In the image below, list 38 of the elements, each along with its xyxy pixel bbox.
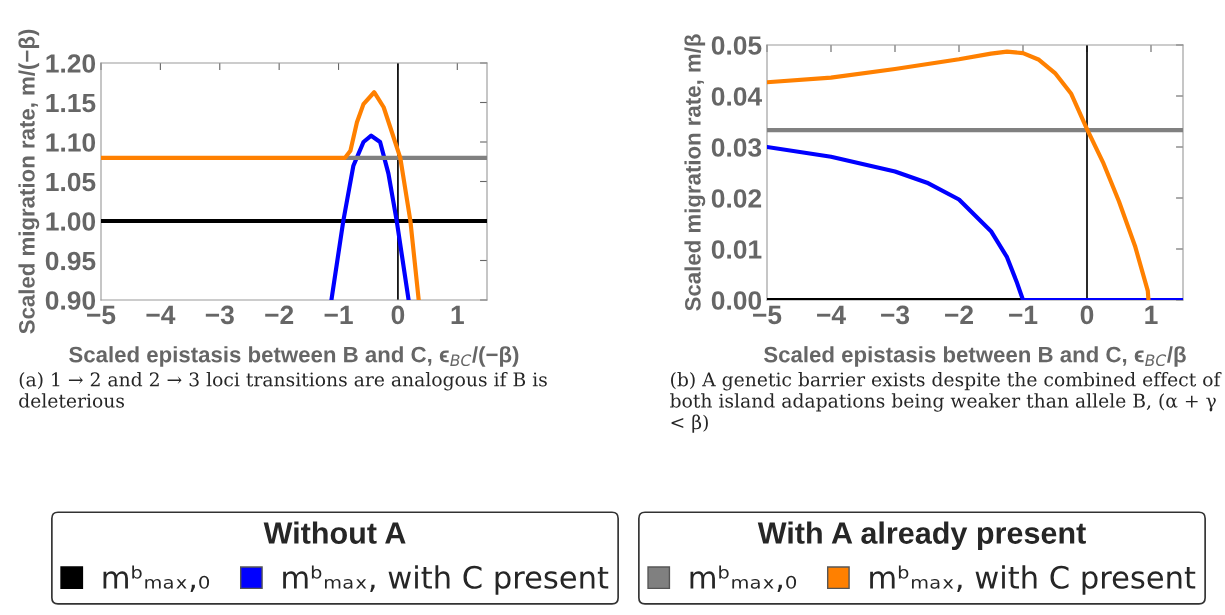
x-tick-label: −2 bbox=[265, 305, 294, 324]
legend-title: With A already present bbox=[757, 521, 1086, 550]
text: (b) A genetic barrier exists despite the combined effect of both island adapations being weaker than allele B, (α + γ < β) bbox=[670, 372, 1222, 433]
x-tick-label: 1 bbox=[1145, 305, 1158, 324]
y-tick-label: 1.00 bbox=[46, 212, 96, 231]
x-tick-label: −1 bbox=[324, 305, 353, 324]
legend-label: mᵇₘₐₓ,₀ bbox=[103, 565, 210, 592]
x-tick-label: −4 bbox=[817, 305, 846, 324]
x-axis-title: Scaled epistasis between B and C, ϵ$_{BC}$/β bbox=[763, 346, 1186, 367]
legend-label: mᵇₘₐₓ, with C present bbox=[870, 565, 1196, 595]
line-series bbox=[767, 49, 1151, 300]
y-axis-title: Scaled migration rate, m/β bbox=[684, 34, 706, 311]
x-tick-label: −1 bbox=[1009, 305, 1038, 324]
y-tick-label: 0.95 bbox=[45, 251, 96, 271]
legend-label: mᵇₘₐₓ,₀ bbox=[690, 565, 797, 592]
x-tick-label: 0 bbox=[1080, 305, 1094, 325]
line-series bbox=[329, 133, 411, 300]
y-tick-label: 1.05 bbox=[46, 172, 96, 192]
x-tick-label: 1 bbox=[451, 305, 464, 324]
x-tick-label: −4 bbox=[146, 305, 176, 324]
x-tick-label: 0 bbox=[391, 305, 405, 325]
y-axis-title: Scaled migration rate, m/(−β) bbox=[18, 29, 40, 334]
y-tick-label: 0.04 bbox=[711, 87, 762, 106]
text: (a) 1 → 2 and 2 → 3 loci transitions are analogous if B is deleterious bbox=[19, 372, 547, 408]
y-tick-label: 0.03 bbox=[711, 138, 762, 157]
y-tick-label: 1.20 bbox=[46, 54, 96, 73]
legend-title: Without A bbox=[263, 521, 406, 544]
legend-label: mᵇₘₐₓ, with C present bbox=[283, 565, 609, 595]
x-axis-title: Scaled epistasis between B and C, ϵ$_{BC}$/(−β) bbox=[69, 346, 519, 367]
y-tick-label: 1.15 bbox=[46, 93, 96, 113]
x-tick-label: −3 bbox=[881, 305, 910, 325]
x-tick-label: −2 bbox=[945, 305, 973, 324]
y-tick-label: 1.10 bbox=[46, 133, 96, 152]
x-tick-label: −3 bbox=[205, 305, 234, 325]
y-tick-label: 0.02 bbox=[711, 189, 762, 208]
y-tick-label: 0.05 bbox=[711, 36, 762, 55]
y-tick-label: 0.01 bbox=[711, 240, 762, 259]
line-series bbox=[101, 90, 421, 300]
